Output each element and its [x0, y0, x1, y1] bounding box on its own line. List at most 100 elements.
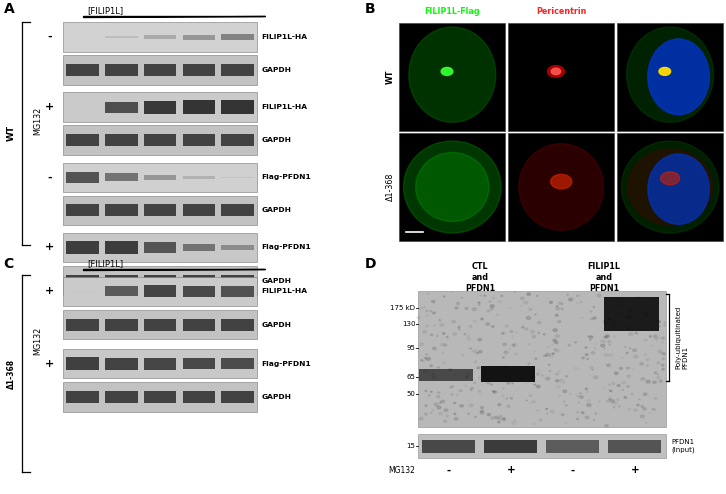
- Circle shape: [431, 373, 433, 374]
- Circle shape: [661, 172, 680, 185]
- Circle shape: [627, 386, 629, 387]
- Text: +: +: [45, 102, 54, 112]
- Circle shape: [430, 365, 433, 367]
- Circle shape: [473, 350, 476, 353]
- Circle shape: [454, 417, 458, 420]
- Circle shape: [484, 295, 486, 296]
- Circle shape: [613, 322, 615, 324]
- Circle shape: [441, 400, 445, 403]
- Circle shape: [649, 335, 652, 337]
- Circle shape: [627, 375, 630, 377]
- Bar: [63, 22, 257, 52]
- Bar: [182, 176, 215, 179]
- Circle shape: [455, 307, 458, 309]
- Bar: [182, 286, 215, 297]
- Circle shape: [653, 409, 655, 410]
- Circle shape: [528, 363, 530, 364]
- Circle shape: [512, 383, 513, 384]
- Circle shape: [576, 412, 579, 413]
- Circle shape: [580, 301, 582, 302]
- Bar: [617, 23, 723, 131]
- Text: FILIP1L-HA: FILIP1L-HA: [261, 288, 307, 294]
- Circle shape: [521, 327, 524, 328]
- Circle shape: [425, 310, 428, 312]
- Circle shape: [639, 320, 640, 322]
- Circle shape: [458, 327, 460, 329]
- Circle shape: [515, 353, 517, 355]
- Bar: [182, 358, 215, 370]
- Circle shape: [558, 321, 561, 323]
- Text: [FILIP1L]: [FILIP1L]: [87, 6, 123, 15]
- Bar: [105, 241, 138, 254]
- Circle shape: [568, 344, 571, 346]
- Circle shape: [543, 334, 545, 335]
- Circle shape: [524, 373, 526, 375]
- Circle shape: [604, 336, 607, 338]
- Circle shape: [641, 378, 645, 380]
- Bar: [221, 64, 254, 76]
- Bar: [105, 358, 138, 370]
- Circle shape: [551, 68, 560, 75]
- Circle shape: [546, 377, 550, 380]
- Circle shape: [501, 295, 503, 296]
- Bar: [144, 242, 176, 253]
- Circle shape: [624, 397, 627, 398]
- Circle shape: [590, 318, 593, 320]
- Bar: [144, 391, 176, 403]
- Bar: [105, 173, 138, 181]
- Text: Δ1-368: Δ1-368: [386, 173, 395, 201]
- Circle shape: [608, 398, 611, 400]
- Text: +: +: [45, 243, 54, 252]
- Circle shape: [437, 367, 439, 368]
- Bar: [399, 23, 505, 131]
- Text: -: -: [47, 32, 52, 42]
- Circle shape: [637, 297, 640, 299]
- Circle shape: [433, 347, 436, 350]
- Bar: [144, 319, 176, 330]
- Circle shape: [593, 317, 596, 319]
- Circle shape: [472, 308, 476, 311]
- Circle shape: [600, 344, 605, 347]
- Circle shape: [526, 400, 527, 401]
- Circle shape: [618, 304, 621, 306]
- Circle shape: [555, 314, 558, 316]
- Circle shape: [576, 295, 578, 296]
- Circle shape: [507, 405, 510, 407]
- Circle shape: [664, 325, 665, 326]
- Circle shape: [534, 384, 536, 385]
- Text: FILIP1L-HA: FILIP1L-HA: [261, 34, 307, 40]
- Circle shape: [563, 382, 565, 383]
- Circle shape: [478, 390, 481, 392]
- Text: GAPDH: GAPDH: [261, 207, 291, 213]
- Circle shape: [656, 339, 657, 340]
- Circle shape: [494, 391, 497, 393]
- Circle shape: [440, 324, 444, 327]
- Circle shape: [561, 308, 563, 310]
- Circle shape: [502, 417, 505, 420]
- Circle shape: [537, 385, 540, 388]
- Circle shape: [659, 380, 662, 382]
- Text: MG132: MG132: [33, 327, 42, 355]
- Circle shape: [457, 302, 460, 305]
- Circle shape: [472, 388, 473, 389]
- Circle shape: [439, 320, 441, 321]
- Polygon shape: [83, 16, 265, 17]
- Text: [FILIP1L]: [FILIP1L]: [87, 259, 123, 268]
- Circle shape: [417, 316, 420, 319]
- Circle shape: [538, 322, 541, 324]
- Circle shape: [654, 398, 657, 400]
- Circle shape: [608, 340, 611, 342]
- Bar: [182, 134, 215, 146]
- Circle shape: [641, 406, 644, 408]
- Circle shape: [478, 351, 482, 353]
- Circle shape: [491, 384, 492, 385]
- Circle shape: [437, 406, 441, 409]
- Ellipse shape: [519, 144, 603, 230]
- Circle shape: [554, 349, 556, 350]
- Circle shape: [605, 323, 607, 324]
- Bar: [221, 391, 254, 403]
- Circle shape: [498, 404, 501, 406]
- Circle shape: [587, 404, 591, 407]
- Bar: [144, 134, 176, 146]
- Text: FILIP1L-HA: FILIP1L-HA: [261, 104, 307, 110]
